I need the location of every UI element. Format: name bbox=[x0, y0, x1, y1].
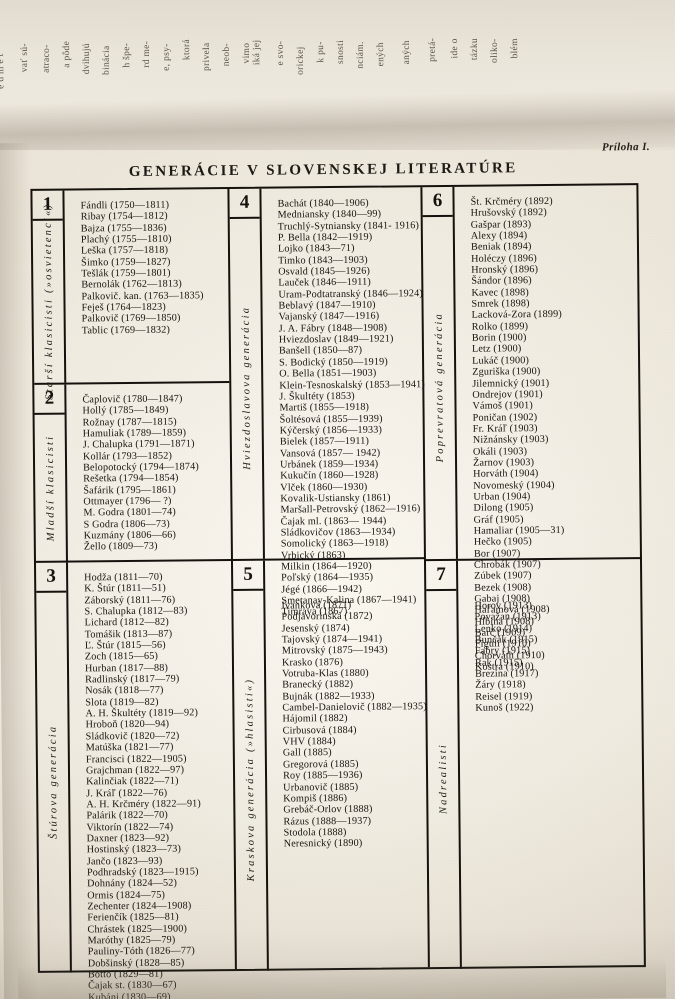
author-entry: Maršall-Petrovský (1862—1916) bbox=[280, 503, 421, 516]
page-fragment-text: snosti bbox=[336, 39, 346, 64]
group-label-text: Kraskova generácia (»hlasisti«) bbox=[243, 678, 257, 882]
group-number: 7 bbox=[425, 560, 457, 592]
author-list: Bachát (1840—1906) Medniansky (1840—99) Tr… bbox=[278, 197, 428, 618]
generation-group: 3 Štúrova generácia Hodža (1811—70) K. Štúr… bbox=[35, 559, 235, 999]
group-label-vertical: Poprevratová generácia bbox=[423, 215, 456, 559]
generation-group: 7 Nadrealisti Horov (1913) Považan (1913) Le… bbox=[425, 557, 646, 970]
group-number: 5 bbox=[232, 560, 264, 592]
page-fragment-text: tázku bbox=[470, 38, 480, 61]
page-fragment-text: vimo bbox=[242, 42, 252, 64]
group-label-vertical: Mladší klasicisti bbox=[35, 413, 66, 563]
page-fragment-text: rd me- bbox=[142, 40, 152, 68]
bottom-edge-shadow bbox=[17, 957, 667, 999]
generation-group: 2 Mladší klasicisti Čaplovič (1780—1847) Ho… bbox=[34, 381, 231, 563]
author-list: Horov (1913) Považan (1913) Lenko (1914) Bu… bbox=[474, 599, 637, 714]
group-number: 4 bbox=[229, 188, 260, 220]
author-list-container: Hodža (1811—70) K. Štúr (1811—51) Záborský… bbox=[68, 561, 235, 999]
group-number: 2 bbox=[34, 384, 65, 415]
generations-table: 1 Starší klasicisti (»osvietenci«) Fándli … bbox=[30, 183, 646, 999]
author-entry: Truchlý-Sytniansky (1841- 1916) bbox=[277, 219, 420, 233]
generation-group: 6 Poprevratová generácia Št. Krčméry (1892… bbox=[422, 185, 642, 673]
page-fragment-text: orickej bbox=[295, 46, 306, 75]
group-number-box: 5 Kraskova generácia (»hlasisti«) bbox=[232, 560, 269, 971]
page-fragment-text: aných bbox=[402, 40, 412, 65]
page-fragment-text: iká jej bbox=[252, 39, 263, 66]
page-fragment-text: dvihujú bbox=[82, 43, 92, 75]
previous-page-fragment-strip: e d m e t vať sú-atraco-a pôde dvihujú biná… bbox=[0, 0, 675, 150]
author-list-container: Št. Krčméry (1892) Hrušovský (1892) Gašpar… bbox=[454, 185, 642, 673]
page-fragment-text: privela bbox=[202, 42, 212, 71]
page-fragment-text: ktorá bbox=[182, 39, 193, 61]
group-label-text: Štúrova generácia bbox=[47, 724, 60, 839]
author-list: Čaplovič (1780—1847) Hollý (1785—1849) Rož… bbox=[82, 393, 225, 553]
author-entry: Tablic (1769—1832) bbox=[81, 324, 171, 337]
fragment-strip-tone bbox=[0, 0, 675, 150]
author-entry: Kunoš (1922) bbox=[475, 702, 534, 714]
page-fragment-text: nciám. bbox=[355, 41, 366, 69]
author-entry: Žello (1809—73) bbox=[83, 541, 158, 553]
page-fragment-text: neob- bbox=[221, 43, 232, 67]
page-fragment-text: pretá- bbox=[427, 37, 438, 62]
page-fragment-text: ených bbox=[376, 42, 387, 67]
generation-group: 1 Starší klasicisti (»osvietenci«) Fándli … bbox=[32, 189, 229, 399]
group-number-box: 4 Hviezdoslavova generácia bbox=[229, 188, 265, 560]
author-list: Fándli (1750—1811) Ribay (1754—1812) Bajza… bbox=[81, 199, 223, 337]
group-label-text: Nadrealisti bbox=[437, 743, 449, 815]
author-list: Hodža (1811—70) K. Štúr (1811—51) Záborský… bbox=[84, 571, 229, 999]
group-number-box: 7 Nadrealisti bbox=[425, 560, 462, 970]
group-number-box: 3 Štúrova generácia bbox=[35, 562, 72, 973]
group-number-box: 1 Starší klasicisti (»osvietenci«) bbox=[32, 190, 67, 399]
page-fragment-text: e, psy- bbox=[161, 43, 172, 71]
group-label-vertical: Štúrova generácia bbox=[36, 591, 70, 973]
group-label-text: Poprevratová generácia bbox=[433, 311, 446, 463]
page-fragment-text: oliko- bbox=[489, 38, 500, 63]
group-label-vertical: Kraskova generácia (»hlasisti«) bbox=[233, 589, 267, 971]
group-label-text: Starší klasicisti (»osvietenci«) bbox=[42, 202, 55, 400]
author-list: Ivanková (1871) Podjavorinská (1872) Jesen… bbox=[281, 599, 428, 850]
table-column-3: 6 Poprevratová generácia Št. Krčméry (1892… bbox=[420, 185, 646, 970]
group-label-text: Mladší klasicisti bbox=[44, 434, 57, 542]
page-fragment-text: vať sú- bbox=[20, 43, 30, 73]
author-entry: Klein-Tesnoskalský (1853—1941) bbox=[279, 378, 425, 392]
group-number: 6 bbox=[422, 186, 453, 218]
page-fragment-text: h špe- bbox=[122, 42, 133, 68]
page-title: GENERÁCIE V SLOVENSKEJ LITERATÚRE bbox=[128, 160, 518, 180]
author-list-container: Fándli (1750—1811) Ribay (1754—1812) Bajza… bbox=[64, 189, 229, 383]
page-fragment-text: atraco- bbox=[41, 44, 52, 73]
page-fragment-text: e svo- bbox=[276, 40, 286, 66]
author-entry: Uram-Podtatranský (1846—1924) bbox=[278, 287, 423, 301]
generation-group: 4 Hviezdoslavova generácia Bachát (1840—19… bbox=[229, 187, 426, 618]
page-fragment-text: blém bbox=[510, 38, 521, 59]
group-label-text: Hviezdoslavova generácia bbox=[240, 305, 253, 470]
page-fragment-text: k pu- bbox=[316, 41, 327, 63]
author-list-container: Ivanková (1871) Podjavorinská (1872) Jesen… bbox=[265, 559, 435, 971]
chart-sheet: Príloha I. GENERÁCIE V SLOVENSKEJ LITERA… bbox=[0, 137, 667, 999]
group-label-vertical: Nadrealisti bbox=[426, 589, 460, 969]
table-column-2: 4 Hviezdoslavova generácia Bachát (1840—19… bbox=[227, 187, 430, 971]
annex-label: Príloha I. bbox=[601, 140, 651, 154]
page-fragment-text: e d m e t bbox=[0, 53, 7, 89]
author-entry: Neresnický (1890) bbox=[283, 837, 363, 850]
group-number: 3 bbox=[35, 562, 67, 593]
author-list-container: Horov (1913) Považan (1913) Lenko (1914) Bu… bbox=[458, 559, 646, 969]
group-number-box: 6 Poprevratová generácia bbox=[422, 186, 458, 560]
group-label-vertical: Starší klasicisti (»osvietenci«) bbox=[33, 202, 65, 399]
group-label-vertical: Hviezdoslavova generácia bbox=[230, 217, 263, 559]
generation-group: 5 Kraskova generácia (»hlasisti«) Ivanková… bbox=[232, 557, 430, 971]
page-fragment-text: ide o bbox=[450, 38, 461, 59]
author-list-container: Čaplovič (1780—1847) Hollý (1785—1849) Rož… bbox=[66, 383, 231, 563]
author-entry: Cambel-Danielovič (1882—1935) bbox=[282, 701, 427, 714]
page-fragment-text: a pôde bbox=[62, 40, 73, 68]
group-number-box: 2 Mladší klasicisti bbox=[34, 384, 68, 563]
table-column-1: 1 Starší klasicisti (»osvietenci«) Fándli … bbox=[32, 189, 235, 999]
page-fragment-text: binácia bbox=[101, 45, 112, 76]
author-entry: Palkovič. kan. (1763—1835) bbox=[81, 290, 204, 303]
author-list-container: Bachát (1840—1906) Medniansky (1840—99) Tr… bbox=[261, 187, 432, 618]
